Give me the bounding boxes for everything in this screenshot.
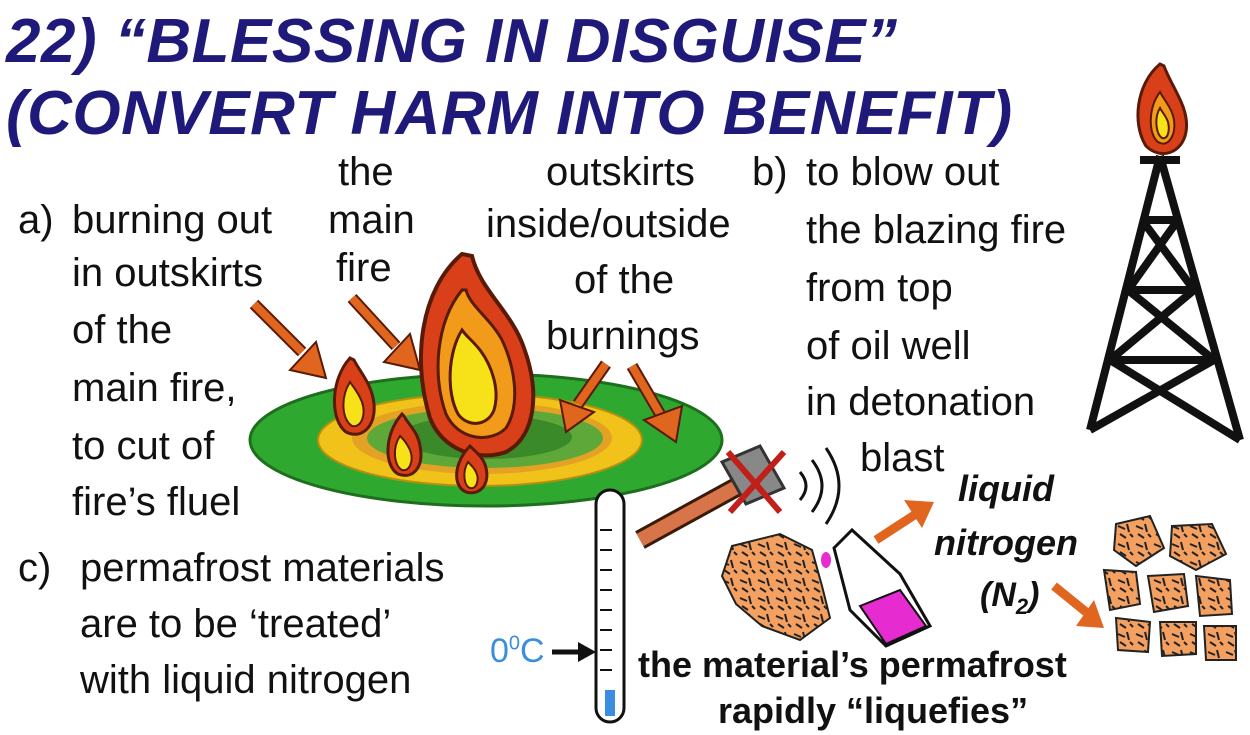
section-a-line: burning out	[72, 198, 273, 242]
temperature-label: 00C	[490, 632, 545, 671]
main-fire-label-line: main	[328, 198, 415, 242]
section-b-line: blast	[860, 436, 945, 480]
section-b-marker: b)	[752, 150, 788, 194]
nitrogen-formula-close: )	[1028, 576, 1040, 614]
flask-icon	[821, 527, 933, 648]
section-a-line: fire’s fluel	[72, 480, 241, 524]
thermometer-icon	[594, 488, 626, 724]
main-fire-icon	[419, 251, 536, 458]
arrow-icon	[249, 299, 328, 380]
arrow-icon	[873, 500, 934, 544]
outskirts-label-line: burnings	[546, 314, 700, 358]
section-b-line: the blazing fire	[806, 208, 1067, 252]
small-fire-icon	[333, 356, 376, 436]
section-b-line: of oil well	[806, 324, 971, 368]
result-line-1: the material’s permafrost	[638, 644, 1067, 685]
small-fire-icon	[386, 411, 423, 477]
section-b-line: in detonation	[806, 380, 1036, 424]
arrow-icon	[1051, 582, 1104, 628]
section-b-line: to blow out	[806, 150, 1000, 194]
nitrogen-formula-subscript: 2	[1015, 593, 1029, 619]
outskirts-label-line: inside/outside	[486, 202, 731, 246]
section-b-line: from top	[806, 266, 953, 310]
small-fire-icon	[455, 443, 489, 495]
arrow-icon	[558, 360, 611, 434]
arrow-icon	[626, 362, 684, 444]
temperature-value: 0	[490, 632, 509, 670]
section-a-line: of the	[72, 308, 173, 352]
main-fire-label-line: the	[338, 150, 394, 194]
outskirts-label-line: outskirts	[546, 150, 695, 194]
section-c-line: permafrost materials	[80, 546, 445, 590]
cross-icon	[725, 449, 787, 515]
section-a-marker: a)	[18, 198, 54, 242]
section-c-line: are to be ‘treated’	[80, 602, 392, 646]
temperature-unit: C	[520, 632, 545, 670]
result-line-2: rapidly “liquefies”	[718, 690, 1029, 731]
rig-flame-icon	[1136, 62, 1189, 155]
arrow-icon	[347, 293, 422, 372]
permafrost-fragments-icon	[1102, 514, 1237, 661]
oil-rig-icon	[1086, 154, 1244, 444]
section-c-marker: c)	[18, 546, 52, 590]
title-line-1: 22) “BLESSING IN DISGUISE”	[6, 7, 898, 76]
nitrogen-formula: (N2)	[980, 576, 1039, 620]
main-fire-label-line: fire	[336, 246, 392, 290]
nitrogen-formula-open: (N	[980, 576, 1016, 614]
title-line-2: (CONVERT HARM INTO BENEFIT)	[6, 79, 1013, 148]
temperature-degree: 0	[508, 632, 521, 655]
arrow-icon	[552, 642, 596, 662]
liquid-nitrogen-line-1: liquid	[958, 468, 1054, 509]
section-c-line: with liquid nitrogen	[80, 658, 412, 702]
outskirts-label-line: of the	[574, 258, 675, 302]
liquid-nitrogen-line-2: nitrogen	[934, 522, 1078, 563]
section-a-line: in outskirts	[72, 251, 264, 295]
sound-waves-icon	[798, 447, 841, 525]
permafrost-chunk-icon	[720, 532, 832, 642]
section-a-line: main fire,	[72, 366, 237, 410]
section-a-line: to cut of	[72, 424, 215, 468]
